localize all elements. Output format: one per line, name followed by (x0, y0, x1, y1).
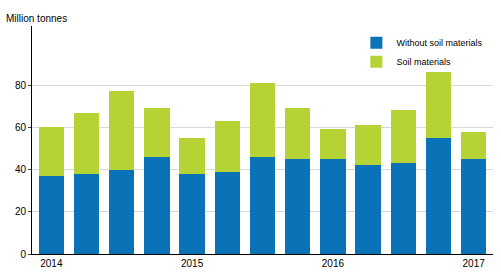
svg-text:20: 20 (15, 206, 27, 217)
svg-text:Million tonnes: Million tonnes (6, 13, 67, 24)
svg-text:0: 0 (20, 249, 26, 260)
svg-text:2016: 2016 (322, 258, 345, 269)
svg-text:Soil materials: Soil materials (396, 57, 451, 67)
svg-text:Without soil materials: Without soil materials (396, 38, 482, 48)
svg-text:2015: 2015 (181, 258, 204, 269)
svg-text:40: 40 (15, 164, 27, 175)
svg-text:2017: 2017 (463, 258, 486, 269)
svg-text:2014: 2014 (40, 258, 63, 269)
svg-text:80: 80 (15, 80, 27, 91)
svg-text:60: 60 (15, 122, 27, 133)
